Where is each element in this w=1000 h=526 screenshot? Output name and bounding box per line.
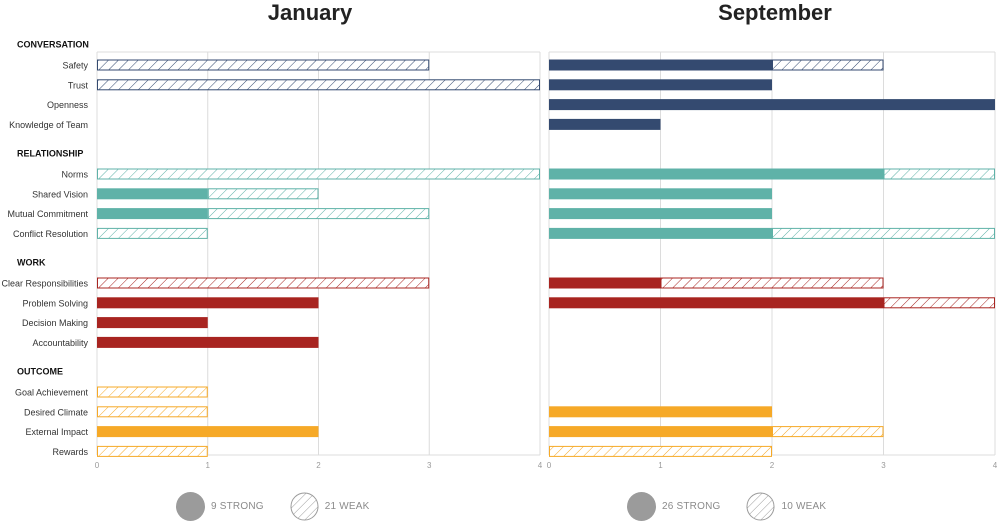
category-label: Goal Achievement [15, 388, 89, 398]
bar-weak [97, 168, 540, 180]
category-label: Accountability [32, 338, 88, 348]
bar-strong [549, 227, 772, 239]
legend-strong-swatch [176, 491, 205, 521]
bar-strong [549, 406, 772, 418]
bar-weak [772, 426, 884, 438]
legend-weak-label: 10 WEAK [781, 500, 827, 512]
bar-strong [97, 336, 319, 348]
bar-weak [660, 277, 884, 289]
bar-strong [97, 297, 319, 309]
tick-label: 1 [206, 461, 211, 470]
bar-strong [549, 277, 661, 289]
bar-strong [549, 168, 884, 180]
tick-label: 1 [658, 461, 663, 470]
bar-weak [97, 59, 430, 71]
category-label: Mutual Commitment [7, 209, 88, 219]
category-label: Decision Making [22, 318, 88, 328]
bar-strong [97, 188, 208, 200]
bar-weak [883, 168, 995, 180]
tick-label: 0 [95, 461, 100, 470]
tick-label: 0 [547, 461, 552, 470]
category-label: Knowledge of Team [9, 120, 88, 130]
legend-strong-label: 26 STRONG [662, 500, 721, 512]
category-label: Problem Solving [22, 298, 88, 308]
legend-weak-swatch [746, 492, 775, 520]
legend-strong-label: 9 STRONG [211, 500, 264, 512]
bar-weak [97, 406, 208, 418]
category-label: Desired Climate [24, 407, 88, 417]
bar-weak [97, 386, 208, 398]
category-label: Conflict Resolution [13, 229, 88, 239]
category-label: Norms [62, 170, 89, 180]
tick-label: 3 [427, 461, 432, 470]
panel-title: September [718, 0, 832, 25]
bar-weak [207, 208, 430, 220]
bar-strong [549, 208, 772, 220]
bar-strong [549, 59, 772, 71]
bar-weak [772, 227, 995, 239]
group-label: OUTCOME [17, 367, 63, 377]
bar-strong [549, 297, 884, 309]
group-label: CONVERSATION [17, 40, 89, 50]
bar-strong [97, 426, 319, 438]
category-label: Shared Vision [32, 189, 88, 199]
bar-weak [97, 79, 540, 91]
bar-strong [549, 188, 772, 200]
tick-label: 4 [993, 461, 998, 470]
legend-strong: 9 STRONG [176, 491, 264, 521]
legend-strong: 26 STRONG [627, 491, 721, 521]
bar-weak [97, 445, 208, 457]
bar-weak [97, 227, 208, 239]
group-label: WORK [17, 258, 46, 268]
bar-weak [883, 297, 995, 309]
legend-weak: 21 WEAK [290, 492, 370, 521]
bar-weak [549, 445, 772, 457]
category-label: Rewards [52, 447, 88, 457]
bar-strong [549, 79, 772, 91]
group-label: RELATIONSHIP [17, 149, 83, 159]
bar-weak [772, 59, 884, 71]
panel-title: January [268, 0, 353, 25]
category-label: Clear Responsibilities [1, 279, 88, 289]
category-label: Trust [68, 80, 89, 90]
bar-strong [97, 317, 208, 329]
tick-label: 2 [770, 461, 775, 470]
legend-weak: 10 WEAK [746, 492, 826, 521]
bar-strong [97, 208, 208, 220]
category-label: Openness [47, 100, 89, 110]
category-label: Safety [62, 61, 88, 71]
legend-weak-swatch [290, 492, 319, 520]
tick-label: 4 [538, 461, 543, 470]
tick-label: 3 [881, 461, 886, 470]
bar-strong [549, 118, 661, 130]
legend-weak-label: 21 WEAK [324, 500, 370, 512]
tick-label: 2 [316, 461, 321, 470]
legend-january: 9 STRONG 21 WEAK [176, 489, 395, 523]
category-label: External Impact [25, 427, 88, 437]
bar-strong [549, 99, 995, 111]
bar-weak [97, 277, 430, 289]
legend-strong-swatch [627, 491, 656, 521]
bar-weak [207, 188, 319, 200]
bar-strong [549, 426, 772, 438]
legend-september: 26 STRONG 10 WEAK [627, 489, 852, 523]
